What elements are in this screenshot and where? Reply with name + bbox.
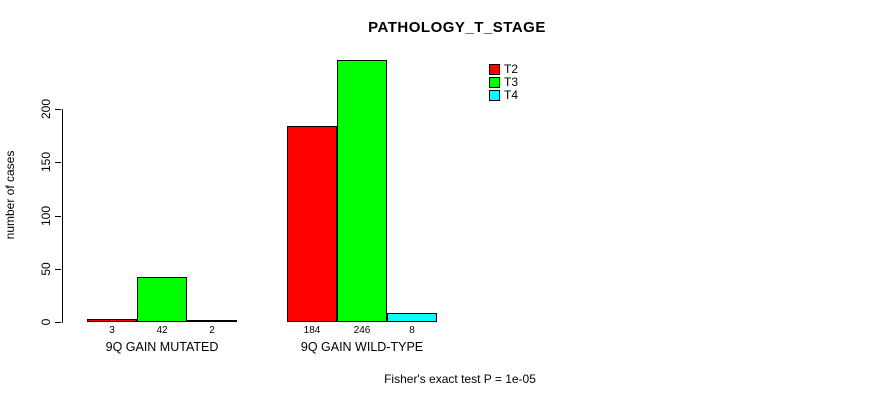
legend-label-t3: T3 — [504, 75, 519, 89]
bar-t4-9q-gain-mutated — [187, 320, 237, 322]
legend: T2 T3 T4 — [489, 63, 518, 102]
y-axis-tick-0 — [55, 322, 61, 323]
chart-title: PATHOLOGY_T_STAGE — [368, 19, 546, 36]
bar-value-t3-9q-gain-mutated: 42 — [156, 325, 168, 336]
bar-t3-9q-gain-wild-type — [337, 60, 387, 322]
legend-label-t4: T4 — [504, 88, 519, 102]
y-axis-tick-50 — [55, 268, 61, 270]
bar-t2-9q-gain-mutated — [87, 319, 137, 322]
y-axis-tick-label-200: 200 — [39, 98, 53, 120]
y-axis-title: number of cases — [3, 150, 17, 240]
x-category-label-9q-gain-mutated: 9Q GAIN MUTATED — [105, 340, 219, 354]
footnote-text: Fisher's exact test P = 1e-05 — [384, 372, 536, 386]
y-axis-tick-100 — [55, 215, 61, 217]
bar-value-t2-9q-gain-wild-type: 184 — [303, 325, 321, 336]
y-axis-tick-label-100: 100 — [39, 205, 53, 226]
y-axis-tick-200 — [55, 109, 61, 110]
bar-value-t4-9q-gain-mutated: 2 — [209, 325, 215, 336]
bar-t4-9q-gain-wild-type — [387, 313, 437, 322]
y-axis-line — [62, 109, 63, 323]
bar-value-t4-9q-gain-wild-type: 8 — [409, 325, 415, 336]
legend-swatch-t2 — [489, 64, 500, 75]
legend-item-t4: T4 — [489, 89, 518, 102]
bar-t3-9q-gain-mutated — [137, 277, 187, 322]
bar-value-t3-9q-gain-wild-type: 246 — [353, 325, 371, 336]
y-axis-tick-label-150: 150 — [39, 152, 53, 173]
legend-swatch-t4 — [489, 90, 500, 101]
legend-item-t2: T2 — [489, 63, 518, 76]
y-axis-tick-label-0: 0 — [39, 318, 53, 326]
bar-value-t2-9q-gain-mutated: 3 — [109, 325, 115, 336]
legend-swatch-t3 — [489, 77, 500, 88]
x-category-label-9q-gain-wild-type: 9Q GAIN WILD-TYPE — [300, 340, 424, 354]
bar-t2-9q-gain-wild-type — [287, 126, 337, 322]
legend-label-t2: T2 — [504, 62, 519, 76]
legend-item-t3: T3 — [489, 76, 518, 89]
y-axis-tick-label-50: 50 — [39, 262, 53, 276]
y-axis-tick-150 — [55, 162, 61, 164]
